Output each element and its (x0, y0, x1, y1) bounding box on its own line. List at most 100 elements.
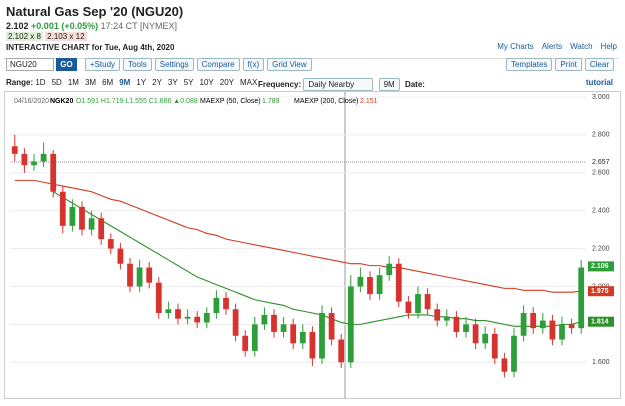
header-link[interactable]: Watch (570, 42, 593, 51)
candle-body (242, 335, 249, 351)
candle-body (232, 309, 239, 336)
candle-body (578, 267, 585, 329)
last-value-label: 1.975 (591, 288, 609, 295)
candle-body (395, 263, 402, 302)
candle-body (11, 146, 18, 154)
candle-body (568, 324, 575, 329)
candle-body (338, 339, 345, 363)
last-value-box (588, 316, 614, 327)
range-option[interactable]: 10Y (199, 78, 214, 87)
candle-body (223, 297, 229, 310)
toolbar: NGU20 GO +Study Tools Settings Compare f(x) G… (6, 58, 315, 71)
toolbar-button[interactable]: Tools (123, 58, 152, 71)
last-value-label: 1.814 (591, 319, 609, 326)
legend-ma200-value: 2.151 (360, 98, 378, 105)
candle-body (251, 324, 258, 351)
candle-body (424, 294, 431, 310)
range-option[interactable]: 5D (51, 78, 62, 87)
candle-body (328, 313, 335, 340)
header-link[interactable]: My Charts (497, 42, 534, 51)
candle-body (539, 320, 546, 329)
legend-symbol: NGK20 (50, 98, 73, 105)
legend-ma50: MAEXP (50, Close) (200, 98, 261, 105)
range-option[interactable]: 3M (84, 78, 97, 87)
candle-body (175, 309, 181, 319)
y-tick-label: 2.600 (592, 170, 610, 177)
time: 17:24 CT [NYMEX] (100, 21, 177, 31)
legend-ma200: MAEXP (200, Close) (294, 98, 358, 105)
range-option[interactable]: 9M (119, 78, 131, 87)
range-option[interactable]: 6M (102, 78, 114, 87)
frequency-label: Frequency: (258, 80, 302, 89)
candle-body (511, 335, 517, 372)
candle-body (357, 277, 364, 287)
candle-body (31, 161, 37, 166)
candle-body (309, 331, 316, 359)
period-select[interactable]: 9M (378, 78, 400, 91)
candle-body (463, 324, 469, 332)
tutorial[interactable]: tutorial (585, 78, 613, 87)
toolbar-button[interactable]: Templates (505, 58, 553, 71)
candle-body (280, 324, 287, 332)
candle-body (453, 316, 460, 332)
candle-body (127, 263, 133, 287)
frequency-select[interactable]: Daily Nearby (303, 78, 374, 91)
candle-body (271, 314, 277, 332)
candle-body (107, 239, 114, 249)
candle-body (386, 263, 393, 276)
y-tick-label: 2.400 (592, 208, 610, 215)
candle-body (434, 309, 441, 321)
candle-body (472, 324, 479, 344)
moving-average-line (14, 179, 582, 293)
candle-body (59, 191, 66, 226)
candle-body (203, 313, 210, 323)
reference-label: 2.657 (592, 159, 610, 166)
header-link[interactable]: Help (600, 42, 617, 51)
links: My Charts Alerts Watch Help (489, 42, 617, 51)
candle-body (347, 286, 354, 363)
candle-body (261, 314, 268, 325)
range-option[interactable]: 20Y (219, 78, 234, 87)
candle-body (290, 324, 297, 344)
legend-ma50-value: 1.789 (262, 98, 280, 105)
toolbar-button[interactable]: Compare (196, 58, 240, 71)
candle-body (146, 267, 153, 283)
symbol-input[interactable]: NGU20 (6, 58, 54, 71)
toolbar-button[interactable]: +Study (84, 58, 121, 71)
candle-body (299, 331, 306, 344)
chart: 04/16/2020 NGK20 O1.591 H1.719 L1.555 C1… (4, 91, 621, 399)
last-value-label: 2.106 (591, 263, 609, 270)
header-link[interactable]: Alerts (541, 42, 563, 51)
toolbar-button[interactable]: Print (555, 58, 582, 71)
range-option[interactable]: 3Y (167, 78, 178, 87)
candle-body (530, 313, 537, 329)
candle-body (443, 316, 450, 321)
candle-body (40, 153, 47, 162)
candle-body (69, 206, 76, 226)
toolbar-button[interactable]: Grid View (267, 58, 312, 71)
toolbar-button[interactable]: f(x) (242, 58, 265, 71)
candle-body (21, 153, 28, 166)
candle-body (155, 282, 162, 313)
legend-date: 04/16/2020 (14, 98, 49, 105)
y-tick-label: 1.600 (592, 359, 610, 366)
toolbar-button[interactable]: Settings (154, 58, 194, 71)
range-option[interactable]: 5Y (183, 78, 194, 87)
go-button[interactable]: GO (56, 58, 77, 71)
candle-body (213, 297, 220, 313)
range-bar: Range: 1D 5D 1M 3M 6M 9M 1Y 2Y 3Y 5Y 10Y 20Y MAX (6, 78, 263, 87)
range-option[interactable]: 1D (35, 78, 46, 87)
last-value-box (588, 286, 614, 297)
range-option[interactable]: MAX (239, 78, 258, 87)
toolbar-button[interactable]: Clear (584, 58, 614, 71)
candle-body (79, 206, 85, 230)
range-option[interactable]: 1M (67, 78, 79, 87)
candle-body (194, 316, 201, 323)
candle-body (50, 153, 57, 192)
candle-body (405, 301, 412, 313)
candle-body (367, 277, 373, 295)
range-option[interactable]: 2Y (152, 78, 162, 87)
legend-ohlc: O1.591 H1.719 L1.555 C1.686 ▲0.088 (76, 98, 198, 105)
range-option[interactable]: 1Y (136, 78, 147, 87)
price: 2.102 (6, 21, 29, 31)
